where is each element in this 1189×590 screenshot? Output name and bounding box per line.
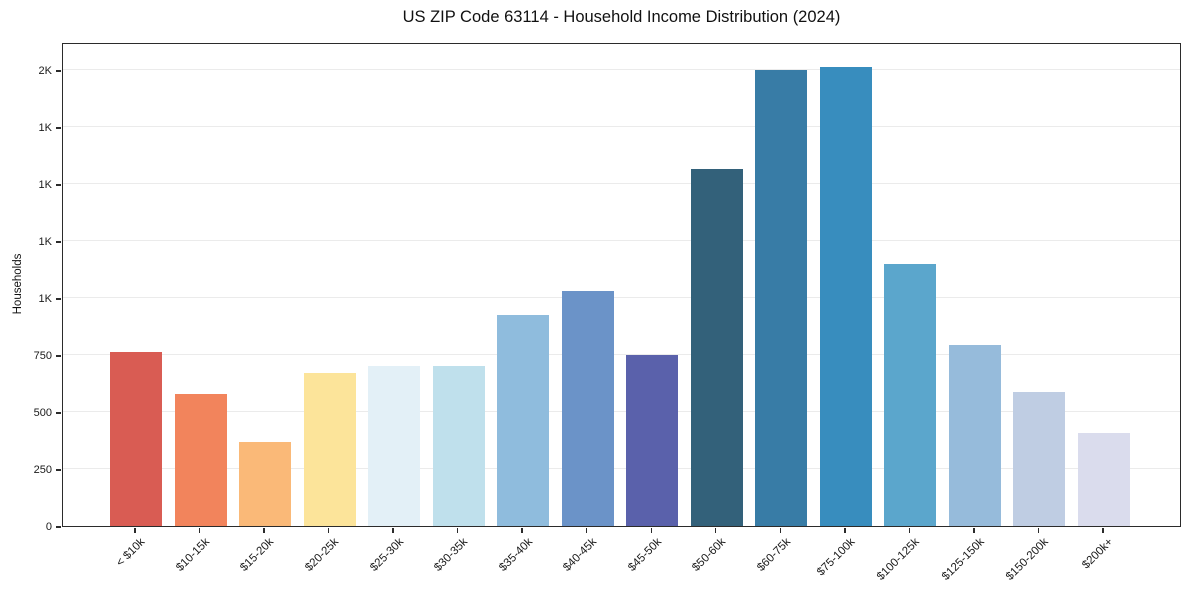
bar-$35-40k	[497, 315, 550, 526]
bar-$60-75k	[755, 70, 808, 526]
x-axis-tick-label: $75-100k	[814, 536, 858, 579]
gridline	[63, 69, 1180, 71]
gridline	[63, 468, 1180, 470]
bar-$100-125k	[884, 263, 937, 526]
y-axis-tick-mark	[56, 355, 61, 357]
bar-$10-15k	[174, 393, 227, 526]
bar-$125-150k	[948, 344, 1001, 526]
x-axis-tick-mark	[908, 528, 911, 533]
x-axis-tick-mark	[198, 528, 201, 533]
y-axis-tick-label: 1K	[38, 235, 52, 248]
bar-$200k+	[1077, 432, 1130, 526]
y-axis-tick-mark	[56, 184, 61, 186]
x-axis-tick-label: $45-50k	[625, 536, 664, 574]
x-axis-tick-mark	[1037, 528, 1040, 533]
x-axis-tick-mark	[392, 528, 394, 533]
y-axis-tick-mark	[56, 526, 61, 528]
x-axis-tick-mark	[844, 528, 846, 533]
x-axis-tick-mark	[263, 528, 265, 533]
x-axis-tick-mark	[715, 528, 717, 533]
x-axis-tick-label: $35-40k	[496, 536, 535, 574]
x-axis-tick-label: $20-25k	[303, 536, 342, 574]
bar-$15-20k	[239, 441, 292, 526]
x-axis-tick-mark	[779, 528, 781, 533]
y-axis-title: Households	[12, 253, 24, 315]
gridline	[63, 354, 1180, 356]
x-axis-tick-mark	[521, 528, 523, 533]
x-axis-tick-label: $15-20k	[238, 536, 277, 574]
bar-$30-35k	[432, 366, 485, 526]
x-axis-tick-label: $10-15k	[174, 536, 213, 574]
plot-area	[62, 43, 1181, 527]
y-axis-tick-label: 0	[45, 520, 52, 533]
bar-$25-30k	[368, 366, 421, 526]
bar-$45-50k	[626, 355, 679, 526]
y-axis-tick-mark	[56, 241, 61, 243]
x-axis-tick-label: $40-45k	[561, 536, 600, 574]
gridline	[63, 183, 1180, 185]
y-axis-tick-label: 1K	[38, 178, 52, 191]
y-axis-tick-label: 1K	[38, 121, 52, 134]
y-axis-tick-mark	[56, 469, 61, 471]
x-axis-tick-label: $125-150k	[939, 536, 987, 583]
gridline	[63, 240, 1180, 242]
y-axis-tick-label: 1K	[38, 292, 52, 305]
y-axis-tick-label: 500	[33, 406, 52, 419]
bar-$20-25k	[303, 373, 356, 526]
y-axis-tick-mark	[56, 127, 61, 129]
x-axis-tick-label: $50-60k	[690, 536, 729, 574]
chart-title: US ZIP Code 63114 - Household Income Dis…	[402, 8, 841, 26]
x-axis-tick-label: < $10k	[114, 536, 148, 570]
x-axis-tick-mark	[327, 528, 330, 533]
x-axis-tick-mark	[586, 528, 588, 533]
x-axis-tick-label: $25-30k	[367, 536, 406, 574]
bar-$75-100k	[819, 66, 872, 526]
x-axis-tick-mark	[134, 528, 136, 533]
x-axis-tick-mark	[650, 528, 652, 533]
y-axis-tick-mark	[56, 298, 61, 300]
x-axis-tick-mark	[973, 528, 975, 533]
x-axis-tick-label: $30-35k	[432, 536, 471, 574]
y-axis-tick-mark	[56, 70, 61, 72]
x-axis-tick-label: $100-125k	[874, 536, 922, 583]
x-axis-tick-label: $150-200k	[1003, 536, 1051, 583]
gridline	[63, 297, 1180, 299]
bar-$150-200k	[1013, 391, 1066, 526]
gridline	[63, 126, 1180, 128]
x-axis-tick-mark	[1102, 528, 1104, 533]
x-axis-tick-label: $60-75k	[754, 536, 793, 574]
bar-$40-45k	[561, 291, 614, 526]
y-axis-tick-label: 2K	[38, 64, 52, 77]
y-axis-tick-mark	[56, 412, 61, 414]
bar-$50-60k	[690, 169, 743, 526]
gridline	[63, 411, 1180, 413]
x-axis-tick-mark	[456, 528, 459, 533]
bar-< $10k	[110, 351, 162, 526]
y-axis-tick-label: 750	[33, 349, 52, 362]
x-axis-tick-label: $200k+	[1080, 536, 1116, 572]
y-axis-tick-label: 250	[33, 463, 52, 476]
